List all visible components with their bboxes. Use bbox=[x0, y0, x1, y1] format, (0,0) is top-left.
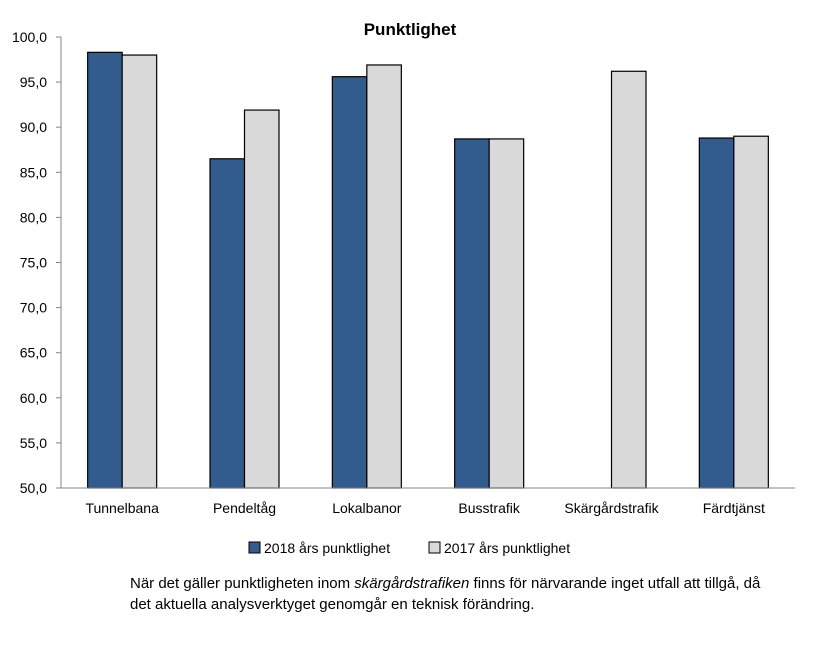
legend: 2018 års punktlighet 2017 års punktlighet bbox=[248, 540, 570, 556]
x-tick-label: Lokalbanor bbox=[332, 500, 402, 516]
y-tick-label: 65,0 bbox=[20, 345, 47, 361]
y-tick-label: 95,0 bbox=[20, 74, 47, 90]
y-axis: 50,0 55,0 60,0 65,0 70,0 75,0 80,0 85,0 90,0 95,0… bbox=[12, 29, 62, 496]
y-tick-label: 60,0 bbox=[20, 390, 47, 406]
y-tick-label: 50,0 bbox=[20, 480, 47, 496]
bar-series-2-tunnelbana bbox=[121, 54, 158, 489]
x-tick-label: Tunnelbana bbox=[85, 500, 159, 516]
x-tick-label: Pendeltåg bbox=[213, 500, 276, 516]
bar-series-1-färdtjänst bbox=[698, 137, 735, 489]
bar-series-2-skärgårdstrafik bbox=[610, 70, 647, 489]
bars bbox=[87, 51, 769, 489]
legend-swatch bbox=[428, 541, 441, 554]
bar-series-1-lokalbanor bbox=[331, 76, 368, 489]
bar-series-1-busstrafik bbox=[454, 138, 490, 489]
y-tick-label: 90,0 bbox=[20, 119, 47, 135]
y-tick-label: 80,0 bbox=[20, 209, 47, 225]
note-text-2: finns för närvarande inget utfall att ti… bbox=[130, 575, 761, 613]
bar-series-2-lokalbanor bbox=[366, 64, 402, 489]
note-text-1: När det gäller punktligheten inom bbox=[130, 575, 355, 592]
x-tick-label: Skärgårdstrafik bbox=[564, 500, 659, 516]
y-tick-label: 100,0 bbox=[12, 29, 47, 45]
note-emphasis: skärgårdstrafiken bbox=[354, 575, 470, 592]
x-tick-label: Busstrafik bbox=[458, 500, 520, 516]
bar-series-1-tunnelbana bbox=[87, 51, 123, 489]
y-tick-label: 85,0 bbox=[20, 164, 47, 180]
chart-note: När det gäller punktligheten inom skärgå… bbox=[130, 573, 770, 615]
x-axis: Tunnelbana Pendeltåg Lokalbanor Busstrafik S… bbox=[61, 487, 795, 516]
y-tick-label: 55,0 bbox=[20, 435, 47, 451]
y-tick-label: 70,0 bbox=[20, 300, 47, 316]
legend-label: 2017 års punktlighet bbox=[444, 540, 570, 556]
y-tick-label: 75,0 bbox=[20, 255, 47, 271]
bar-series-2-färdtjänst bbox=[733, 135, 769, 489]
legend-swatch bbox=[248, 541, 261, 554]
bar-series-2-pendeltåg bbox=[243, 109, 280, 489]
legend-label: 2018 års punktlighet bbox=[264, 540, 390, 556]
x-tick-label: Färdtjänst bbox=[703, 500, 765, 516]
chart-title: Punktlighet bbox=[364, 20, 457, 39]
bar-series-2-busstrafik bbox=[488, 138, 525, 489]
bar-series-1-pendeltåg bbox=[209, 158, 246, 489]
